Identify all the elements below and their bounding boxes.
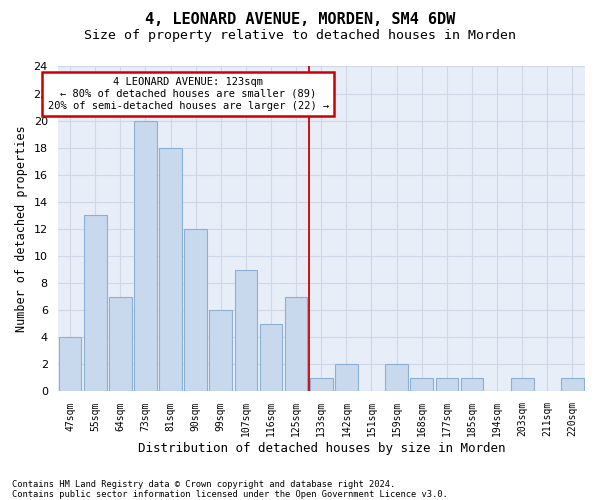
Bar	[561, 378, 584, 392]
Bar	[109, 296, 131, 392]
Bar	[260, 324, 283, 392]
Bar	[410, 378, 433, 392]
Text: Contains public sector information licensed under the Open Government Licence v3: Contains public sector information licen…	[12, 490, 448, 499]
Bar	[184, 229, 207, 392]
Bar	[59, 338, 82, 392]
Text: 4, LEONARD AVENUE, MORDEN, SM4 6DW: 4, LEONARD AVENUE, MORDEN, SM4 6DW	[145, 12, 455, 28]
X-axis label: Distribution of detached houses by size in Morden: Distribution of detached houses by size …	[137, 442, 505, 455]
Text: 4 LEONARD AVENUE: 123sqm
← 80% of detached houses are smaller (89)
20% of semi-d: 4 LEONARD AVENUE: 123sqm ← 80% of detach…	[47, 78, 329, 110]
Bar	[461, 378, 483, 392]
Bar	[84, 216, 107, 392]
Bar	[285, 296, 307, 392]
Bar	[159, 148, 182, 392]
Y-axis label: Number of detached properties: Number of detached properties	[15, 126, 28, 332]
Bar	[235, 270, 257, 392]
Bar	[134, 120, 157, 392]
Bar	[310, 378, 332, 392]
Bar	[209, 310, 232, 392]
Bar	[335, 364, 358, 392]
Bar	[436, 378, 458, 392]
Text: Size of property relative to detached houses in Morden: Size of property relative to detached ho…	[84, 29, 516, 42]
Text: Contains HM Land Registry data © Crown copyright and database right 2024.: Contains HM Land Registry data © Crown c…	[12, 480, 395, 489]
Bar	[385, 364, 408, 392]
Bar	[511, 378, 533, 392]
